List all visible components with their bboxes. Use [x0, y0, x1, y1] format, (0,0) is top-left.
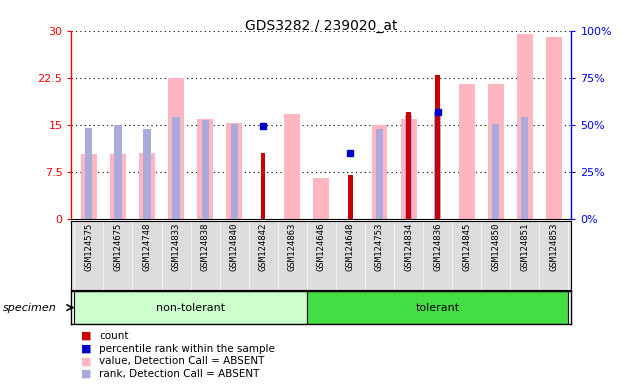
Bar [459, 84, 474, 219]
Text: GSM124648: GSM124648 [346, 223, 355, 271]
Bar [226, 123, 242, 219]
Bar [348, 175, 353, 219]
Bar [85, 128, 93, 219]
Bar [376, 129, 383, 219]
Bar [284, 114, 301, 219]
Bar [197, 119, 213, 219]
Text: non-tolerant: non-tolerant [156, 303, 225, 313]
Text: GSM124838: GSM124838 [201, 223, 210, 271]
Text: GSM124646: GSM124646 [317, 223, 326, 271]
Text: ■: ■ [81, 369, 91, 379]
Text: GSM124748: GSM124748 [142, 223, 152, 271]
Text: count: count [99, 331, 129, 341]
Text: GSM124575: GSM124575 [84, 223, 93, 271]
Bar [405, 115, 412, 219]
Bar [168, 78, 184, 219]
Bar [435, 74, 440, 219]
Bar [139, 153, 155, 219]
Text: GSM124851: GSM124851 [520, 223, 529, 271]
Text: specimen: specimen [3, 303, 57, 313]
Text: GSM124833: GSM124833 [171, 223, 181, 271]
Text: GDS3282 / 239020_at: GDS3282 / 239020_at [245, 19, 397, 33]
Bar [143, 129, 150, 219]
Bar [517, 34, 533, 219]
Bar [114, 125, 122, 219]
Bar [521, 117, 528, 219]
Text: GSM124675: GSM124675 [114, 223, 122, 271]
Bar [75, 291, 307, 324]
Bar [371, 125, 388, 219]
Text: percentile rank within the sample: percentile rank within the sample [99, 344, 275, 354]
Bar [314, 178, 329, 219]
Bar [401, 119, 417, 219]
Text: GSM124842: GSM124842 [259, 223, 268, 271]
Bar [201, 121, 209, 219]
Bar [261, 153, 265, 219]
Text: GSM124850: GSM124850 [491, 223, 501, 271]
Bar [173, 117, 179, 219]
Text: GSM124853: GSM124853 [550, 223, 558, 271]
Text: GSM124836: GSM124836 [433, 223, 442, 271]
Bar [546, 37, 562, 219]
Bar [230, 124, 238, 219]
Bar [492, 124, 499, 219]
Text: GSM124863: GSM124863 [288, 223, 297, 271]
Bar [487, 84, 504, 219]
Bar [406, 112, 411, 219]
Bar [110, 154, 126, 219]
Text: tolerant: tolerant [415, 303, 460, 313]
Text: GSM124845: GSM124845 [462, 223, 471, 271]
Bar [434, 112, 442, 219]
Bar [307, 291, 568, 324]
Text: value, Detection Call = ABSENT: value, Detection Call = ABSENT [99, 356, 265, 366]
Text: GSM124834: GSM124834 [404, 223, 413, 271]
Bar [81, 154, 97, 219]
Text: ■: ■ [81, 331, 91, 341]
Text: GSM124753: GSM124753 [375, 223, 384, 271]
Text: rank, Detection Call = ABSENT: rank, Detection Call = ABSENT [99, 369, 260, 379]
Text: ■: ■ [81, 356, 91, 366]
Text: GSM124840: GSM124840 [230, 223, 238, 271]
Text: ■: ■ [81, 344, 91, 354]
